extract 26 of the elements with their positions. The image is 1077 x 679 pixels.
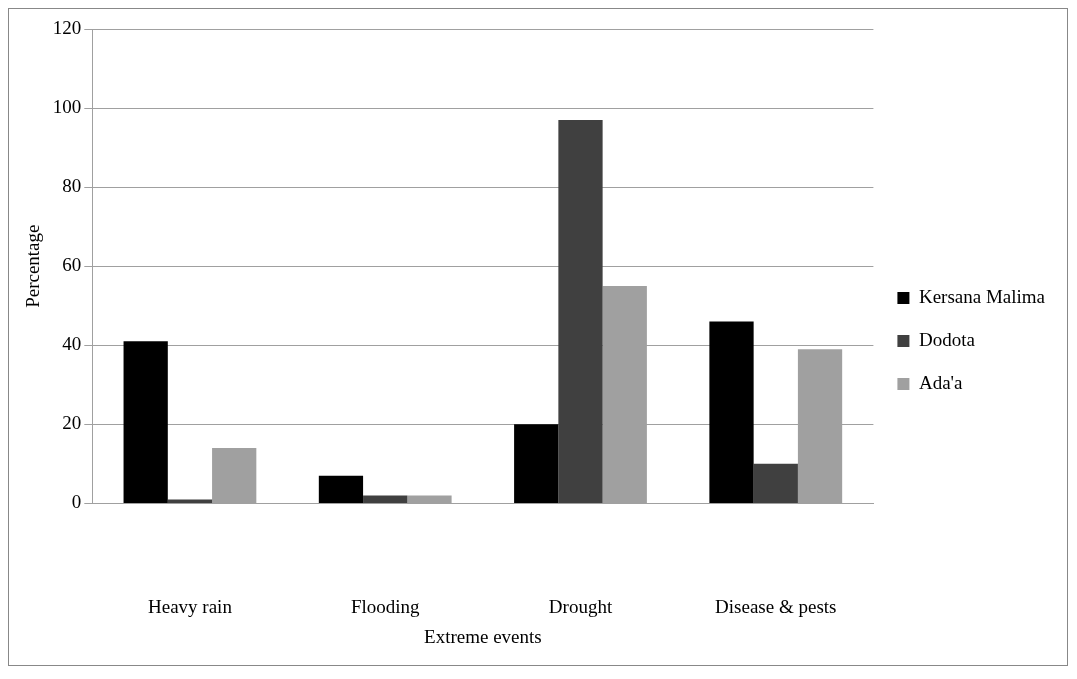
x-axis-title: Extreme events xyxy=(424,625,542,647)
bar xyxy=(212,448,257,503)
bar xyxy=(167,499,213,503)
y-tick-label: 60 xyxy=(62,254,82,276)
x-tick-label: Heavy rain xyxy=(147,595,233,617)
x-tick-label: Flooding xyxy=(350,595,421,617)
y-tick-label: 120 xyxy=(52,16,82,38)
x-tick-label: Disease & pests xyxy=(715,595,837,617)
y-tick-label: 20 xyxy=(62,412,82,434)
y-tick-label: 40 xyxy=(62,333,82,355)
y-axis-title: Percentage xyxy=(22,224,44,308)
legend-label: Dodota xyxy=(918,328,976,350)
bar xyxy=(514,424,559,503)
y-tick-label: 0 xyxy=(71,491,82,513)
legend-label: Kersana Malima xyxy=(918,285,1046,307)
legend-label: Ada'a xyxy=(918,371,963,393)
y-tick-label: 80 xyxy=(62,175,82,197)
x-tick-label: Drought xyxy=(548,595,613,617)
bar xyxy=(123,341,168,503)
bar xyxy=(318,475,364,503)
bar xyxy=(709,321,754,503)
bar xyxy=(407,495,452,503)
bar xyxy=(363,495,408,503)
bar xyxy=(558,119,603,503)
y-tick-label: 100 xyxy=(52,96,82,118)
bar xyxy=(753,463,798,503)
